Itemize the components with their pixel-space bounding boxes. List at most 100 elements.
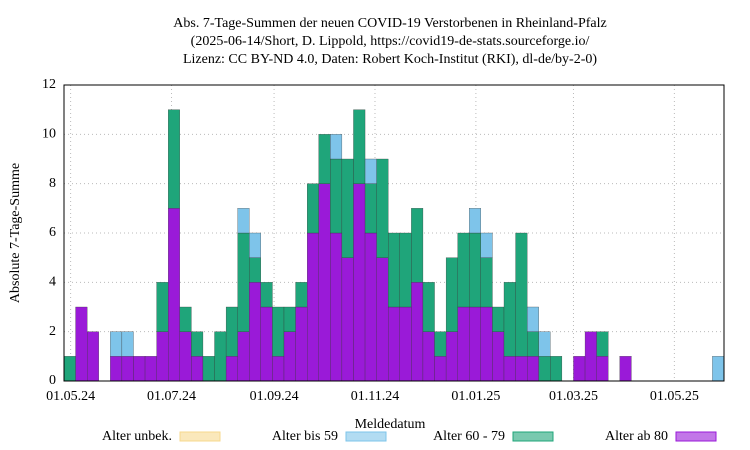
bar-segment <box>596 356 609 382</box>
bar-segment <box>318 183 331 382</box>
chart-subtitle: (2025-06-14/Short, D. Lippold, https://c… <box>191 34 590 49</box>
bar-segment <box>364 232 377 382</box>
bar-segment <box>469 232 481 308</box>
bar-segment <box>237 331 250 382</box>
bar-segment <box>364 183 377 234</box>
y-tick-label: 6 <box>49 225 56 240</box>
bar-segment <box>179 306 192 332</box>
legend-swatch <box>345 431 387 442</box>
bar-segment <box>249 232 261 258</box>
bar-segment <box>225 306 238 357</box>
bar-segment <box>538 331 551 357</box>
bar-segment <box>422 282 435 332</box>
bar-segment <box>480 232 493 258</box>
bar-segment <box>503 356 516 382</box>
bar-segment <box>260 282 273 308</box>
x-axis-label: Meldedatum <box>355 417 426 432</box>
y-tick-label: 8 <box>49 176 56 191</box>
bar-segment <box>376 158 389 258</box>
bar-segment <box>75 306 88 382</box>
bar-segment <box>527 331 539 357</box>
bar-segment <box>225 356 238 382</box>
bar-segment <box>237 232 250 332</box>
x-tick-label: 01.01.25 <box>451 389 500 404</box>
bar-segment <box>527 306 539 332</box>
bar-segment <box>388 232 400 308</box>
bar-segment <box>515 356 528 382</box>
x-tick-label: 01.07.24 <box>147 389 196 404</box>
bar-segment <box>445 257 458 332</box>
legend-swatch <box>512 431 554 442</box>
bar-segment <box>249 282 261 382</box>
bar-segment <box>399 306 412 382</box>
bar-segment <box>503 282 516 357</box>
bar-segment <box>237 208 250 234</box>
y-tick-label: 2 <box>49 324 56 339</box>
bar-segment <box>422 331 435 382</box>
legend-swatch <box>675 431 717 442</box>
bar-segment <box>133 356 146 382</box>
x-tick-label: 01.03.25 <box>549 389 598 404</box>
bar-segment <box>330 134 343 160</box>
bar-segment <box>179 331 192 382</box>
bar-segment <box>272 356 285 382</box>
legend-label: Alter bis 59 <box>272 429 338 444</box>
bar-segment <box>364 158 377 184</box>
bar-segment <box>388 306 400 382</box>
bar-segment <box>515 232 528 357</box>
bar-segment <box>168 208 180 382</box>
legend-label: Alter 60 - 79 <box>433 429 505 444</box>
bar-segment <box>295 306 308 382</box>
bar-segment <box>445 331 458 382</box>
plot-frame <box>63 84 725 382</box>
bar-segment <box>156 331 169 382</box>
bar-segment <box>399 232 412 308</box>
bar-segment <box>202 356 215 382</box>
bar-segment <box>538 356 551 382</box>
bar-segment <box>480 257 493 308</box>
bar-segment <box>260 306 273 382</box>
x-tick-label: 01.09.24 <box>250 389 299 404</box>
bar-segment <box>121 356 134 382</box>
bar-segment <box>469 306 481 382</box>
bar-segment <box>144 356 157 382</box>
bar-segment <box>283 331 296 382</box>
bar-segment <box>619 356 632 382</box>
bar-segment <box>584 331 597 382</box>
bar-segment <box>110 356 123 382</box>
legend-swatch <box>179 431 221 442</box>
bar-segment <box>214 331 227 382</box>
bar-segment <box>492 306 505 332</box>
bar-segment <box>272 306 285 357</box>
bar-segment <box>550 356 563 382</box>
bar-segment <box>353 109 366 184</box>
x-tick-label: 01.05.24 <box>46 389 95 404</box>
bar-segment <box>330 158 343 234</box>
bar-segment <box>434 356 447 382</box>
bar-segment <box>457 306 470 382</box>
bar-segment <box>480 306 493 382</box>
bar-segment <box>156 282 169 332</box>
x-tick-label: 01.11.24 <box>351 389 399 404</box>
bar-segment <box>87 331 99 382</box>
bar-segment <box>341 257 354 382</box>
bar-segment <box>307 232 319 382</box>
bar-segment <box>191 356 204 382</box>
bar-segment <box>411 282 424 382</box>
bar-segment <box>596 331 609 357</box>
legend-label: Alter unbek. <box>102 429 172 444</box>
bar-segment <box>295 282 308 308</box>
bar-segment <box>411 208 424 283</box>
bar-segment <box>353 183 366 382</box>
bar-segment <box>457 232 470 308</box>
bar-segment <box>469 208 481 234</box>
bar-segment <box>191 331 204 357</box>
y-tick-label: 4 <box>49 275 56 290</box>
bar-segment <box>63 356 76 382</box>
bar-segment <box>330 232 343 382</box>
bar-segment <box>110 331 123 357</box>
bar-segment <box>376 257 389 382</box>
bar-segment <box>307 183 319 234</box>
bar-segment <box>573 356 586 382</box>
legend-label: Alter ab 80 <box>605 429 668 444</box>
